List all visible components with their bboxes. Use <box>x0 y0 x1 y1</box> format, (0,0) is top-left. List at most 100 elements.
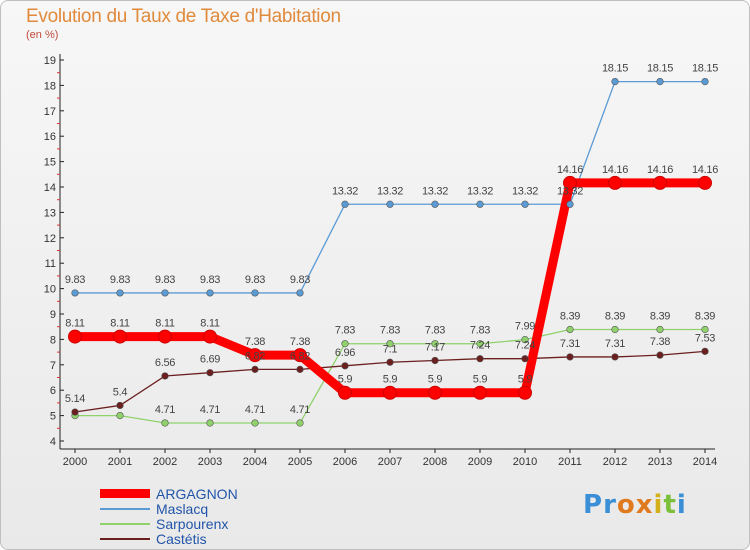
y-tick-label: 6 <box>50 385 56 397</box>
data-label: 5.9 <box>473 374 488 386</box>
data-point <box>566 200 574 208</box>
legend-swatch <box>100 507 150 510</box>
data-point <box>656 351 664 359</box>
data-label: 13.32 <box>557 185 583 197</box>
data-label: 6.96 <box>335 347 355 359</box>
data-point <box>296 419 304 427</box>
data-point <box>701 77 709 86</box>
data-point <box>701 325 709 334</box>
data-point <box>251 289 259 297</box>
data-point <box>473 385 487 400</box>
data-label: 8.39 <box>650 310 670 322</box>
proxiti-logo: Proxiti <box>583 490 687 520</box>
data-point <box>476 200 484 208</box>
logo-letter: x <box>635 490 654 520</box>
logo-letter: P <box>583 490 604 520</box>
data-label: 6.82 <box>245 350 265 362</box>
data-point <box>338 385 352 400</box>
data-label: 9.83 <box>110 274 130 286</box>
data-point <box>611 325 619 334</box>
y-tick-label: 14 <box>44 182 56 194</box>
data-label: 8.11 <box>200 318 220 330</box>
data-label: 7.31 <box>605 338 625 350</box>
y-tick-label: 4 <box>50 436 56 448</box>
x-tick-label: 2002 <box>153 456 177 468</box>
data-point <box>341 362 349 370</box>
x-tick-label: 2003 <box>198 456 222 468</box>
data-label: 9.83 <box>65 274 85 286</box>
data-label: 6.69 <box>200 354 220 366</box>
data-point <box>518 385 532 400</box>
x-tick-label: 2014 <box>693 456 717 468</box>
data-point <box>428 385 442 400</box>
data-label: 5.9 <box>383 374 398 386</box>
data-label: 8.11 <box>110 318 130 330</box>
data-point <box>248 348 262 363</box>
data-point <box>206 419 214 427</box>
data-label: 18.15 <box>602 63 628 75</box>
data-label: 5.9 <box>518 374 533 386</box>
data-point <box>341 340 349 348</box>
data-point <box>611 353 619 361</box>
data-label: 13.32 <box>332 185 358 197</box>
data-point <box>521 355 529 363</box>
x-tick-label: 2008 <box>423 456 447 468</box>
legend-item: Castétis <box>100 530 238 547</box>
data-label: 13.32 <box>377 185 403 197</box>
logo-letter: r <box>603 490 617 520</box>
chart-data-points <box>68 77 712 427</box>
x-tick-label: 2004 <box>243 456 267 468</box>
data-point <box>386 340 394 348</box>
data-label: 7.38 <box>650 336 670 348</box>
data-label: 7.24 <box>470 340 490 352</box>
data-label: 7.53 <box>695 332 715 344</box>
data-label: 6.56 <box>155 357 175 369</box>
data-label: 7.17 <box>425 341 445 353</box>
data-point <box>161 419 169 427</box>
x-tick-label: 2001 <box>108 456 132 468</box>
legend-label: Castétis <box>156 530 207 547</box>
data-label: 14.16 <box>647 164 673 176</box>
y-tick-label: 13 <box>44 207 56 219</box>
data-label: 5.14 <box>65 393 85 405</box>
y-tick-label: 17 <box>44 106 56 118</box>
legend-label: Maslacq <box>156 500 209 517</box>
data-point <box>566 353 574 361</box>
data-point <box>701 347 709 355</box>
legend-swatch <box>100 537 150 540</box>
data-label: 8.39 <box>560 310 580 322</box>
y-tick-label: 19 <box>44 55 56 67</box>
data-label: 7.31 <box>560 338 580 350</box>
data-point <box>521 200 529 208</box>
legend-item: Maslacq <box>100 500 238 517</box>
data-label: 4.71 <box>200 404 220 416</box>
legend-label: ARGAGNON <box>156 485 238 502</box>
x-tick-label: 2011 <box>558 456 582 468</box>
data-label: 5.9 <box>428 374 443 386</box>
data-point <box>206 289 214 297</box>
data-point <box>71 289 79 297</box>
data-label: 7.99 <box>515 321 535 333</box>
y-tick-label: 18 <box>44 80 56 92</box>
y-tick-label: 16 <box>44 131 56 143</box>
y-tick-label: 5 <box>50 411 56 423</box>
data-point <box>431 200 439 208</box>
logo-letter: i <box>653 490 664 520</box>
x-tick-label: 2012 <box>603 456 627 468</box>
data-point <box>656 325 664 334</box>
data-label: 18.15 <box>647 63 673 75</box>
data-label: 13.32 <box>467 185 493 197</box>
data-point <box>611 77 619 86</box>
y-tick-label: 12 <box>44 233 56 245</box>
y-tick-label: 11 <box>45 258 56 270</box>
x-tick-label: 2009 <box>468 456 492 468</box>
data-label: 18.15 <box>692 63 718 75</box>
data-point <box>206 369 214 377</box>
chart-legend: ARGAGNON Maslacq Sarpourenx Castétis <box>100 485 238 547</box>
chart-axes: 4 5 6 7 8 9 10 11 12 13 14 15 16 17 18 19 2000 2001 2002 20… <box>44 54 717 468</box>
data-label: 8.11 <box>155 318 175 330</box>
data-label: 4.71 <box>245 404 265 416</box>
x-tick-label: 2007 <box>378 456 402 468</box>
data-label: 8.39 <box>605 310 625 322</box>
